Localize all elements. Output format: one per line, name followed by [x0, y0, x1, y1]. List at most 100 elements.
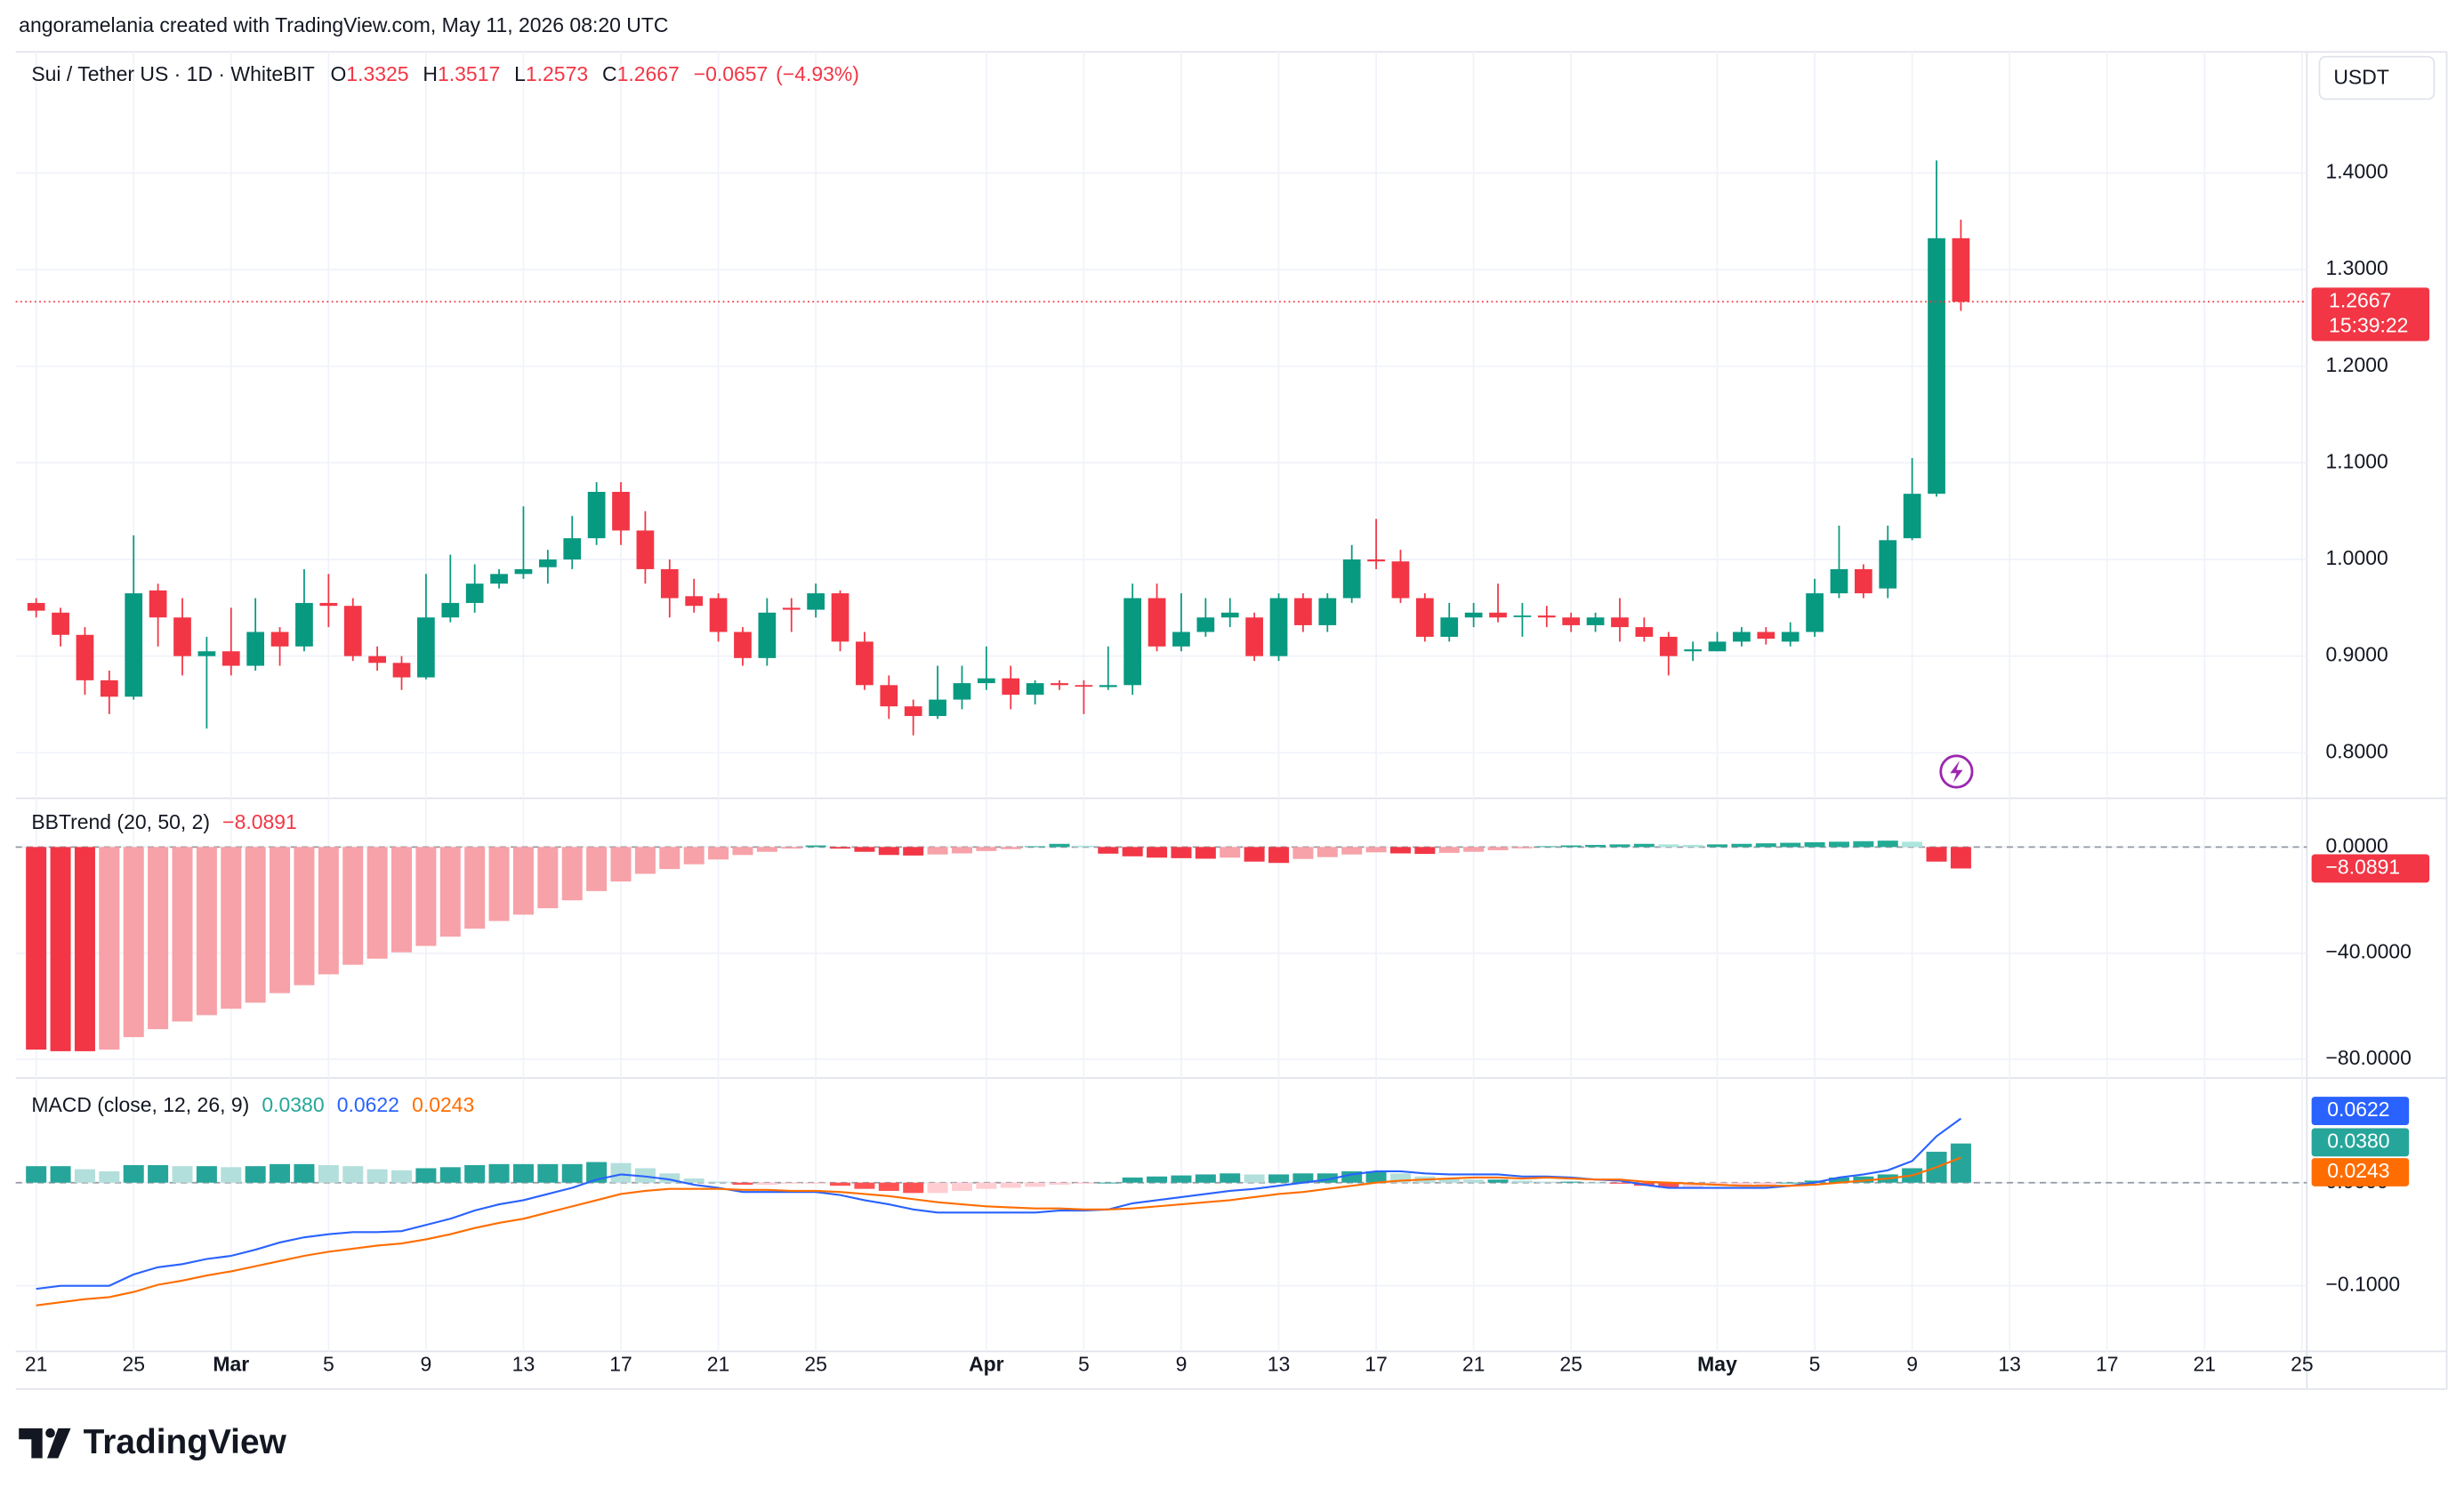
signal-value-label: 0.0243 [2327, 1159, 2389, 1182]
candle-body [125, 593, 143, 697]
histogram-bar [1511, 1180, 1533, 1183]
candle-body [1586, 617, 1605, 625]
brand-logo: TradingView [19, 1423, 287, 1461]
indicator-bar [1073, 845, 1094, 848]
histogram-bar [732, 1182, 753, 1186]
candle-body [417, 617, 435, 678]
ohlc-value: 1.3325 [346, 62, 408, 85]
indicator-bar [1122, 847, 1143, 857]
change-value: −0.0657 [694, 62, 769, 85]
histogram-bar [1292, 1173, 1314, 1183]
indicator-bar [1731, 843, 1752, 848]
x-tick-label: 25 [122, 1352, 145, 1375]
x-tick-label: 21 [2194, 1352, 2217, 1375]
x-tick-label: Apr [969, 1352, 1004, 1375]
x-tick-label: 13 [512, 1352, 535, 1375]
histogram-bar [1195, 1174, 1216, 1183]
candle-body [173, 617, 191, 656]
histogram-bar [1098, 1182, 1119, 1184]
currency-box [2318, 55, 2436, 101]
histogram-bar [50, 1166, 71, 1183]
candle-body [76, 634, 94, 680]
histogram-bar [318, 1164, 339, 1183]
y-tick-label: 0.0000 [2326, 833, 2388, 857]
x-tick-label: 9 [1176, 1352, 1188, 1375]
indicator-bar [1780, 842, 1801, 848]
histogram-bar [342, 1166, 364, 1183]
indicator-value: −8.0891 [222, 810, 297, 833]
indicator-bar [50, 847, 71, 1051]
histogram-bar [1147, 1176, 1168, 1183]
indicator-title: BBTrend (20, 50, 2) [31, 810, 210, 833]
indicator-bar [148, 847, 169, 1030]
histogram-bar [1560, 1181, 1582, 1183]
histogram-bar [708, 1181, 729, 1183]
indicator-bar [781, 847, 802, 849]
histogram-bar [294, 1163, 315, 1183]
macd-title: MACD (close, 12, 26, 9) [31, 1093, 249, 1116]
indicator-bar [1463, 847, 1485, 852]
labels: 21 25 Mar 5 9 13 17 21 25 Apr 5 9 13 17 21 25 May 5 9 13 17 2… [25, 55, 2436, 1375]
histogram-bar [439, 1167, 461, 1183]
candle-body [1562, 617, 1581, 625]
candle-body [782, 607, 801, 610]
event-icon [1939, 754, 1974, 789]
histogram-bar [1853, 1176, 1874, 1183]
currency-label: USDT [2333, 65, 2388, 88]
candle-body [1099, 685, 1117, 688]
candle-body [27, 602, 45, 611]
indicator-bar [1025, 846, 1046, 848]
x-tick-label: 5 [1809, 1352, 1821, 1375]
indicator-bar [1244, 847, 1265, 862]
candle-body [831, 593, 850, 642]
indicator-bar [756, 847, 777, 852]
histogram-bar [99, 1170, 120, 1183]
indicator-bar [1438, 847, 1460, 853]
candle-body [197, 651, 216, 656]
histogram-bar [634, 1168, 656, 1183]
histogram-bar [1220, 1173, 1241, 1183]
y-tick-label: −80.0000 [2326, 1046, 2412, 1069]
histogram-bar [512, 1163, 534, 1183]
candle-body [1123, 598, 1142, 686]
value-box [2311, 854, 2430, 883]
indicator-bar [439, 847, 461, 937]
histogram-bar [610, 1162, 632, 1183]
histogram-bar [1828, 1177, 1849, 1183]
candle-body [1440, 617, 1459, 637]
indicator-bar [1853, 840, 1874, 848]
x-tick-label: 13 [1268, 1352, 1291, 1375]
indicator-bar [634, 847, 656, 874]
x-tick-label: 21 [1462, 1352, 1486, 1375]
candle-body [1026, 683, 1044, 696]
indicator-bar [1926, 847, 1947, 862]
indicator-bar [99, 847, 120, 1050]
indicator-bar [1609, 844, 1631, 848]
indicator-bar [1365, 847, 1387, 853]
indicator-bar [659, 847, 680, 870]
candle-body [636, 530, 655, 569]
indicator-bar [1000, 847, 1021, 849]
histogram-bar [805, 1182, 826, 1184]
histogram-bar [391, 1170, 413, 1183]
symbol-title: Sui / Tether US · 1D · WhiteBIT [31, 62, 314, 85]
candle-body [1635, 627, 1654, 637]
candle-body [1489, 612, 1507, 618]
indicator-bar [270, 847, 291, 993]
indicator-bar [391, 847, 413, 953]
candle-body [929, 699, 946, 717]
indicator-bar [1171, 847, 1192, 858]
last-price-label: 1.2667 [2329, 288, 2391, 311]
histogram-bar [659, 1173, 680, 1183]
indicator-bar [1804, 841, 1825, 848]
x-tick-label: 25 [2291, 1352, 2314, 1375]
histogram-bar [1731, 1182, 1752, 1186]
candle-body [709, 598, 728, 632]
x-tick-label: 9 [421, 1352, 432, 1375]
candle-body [1391, 561, 1410, 599]
y-tick-label: 1.2000 [2326, 353, 2388, 376]
indicator-bar [1049, 843, 1070, 848]
indicator-bar [1268, 847, 1290, 864]
histogram-bar [586, 1162, 608, 1183]
